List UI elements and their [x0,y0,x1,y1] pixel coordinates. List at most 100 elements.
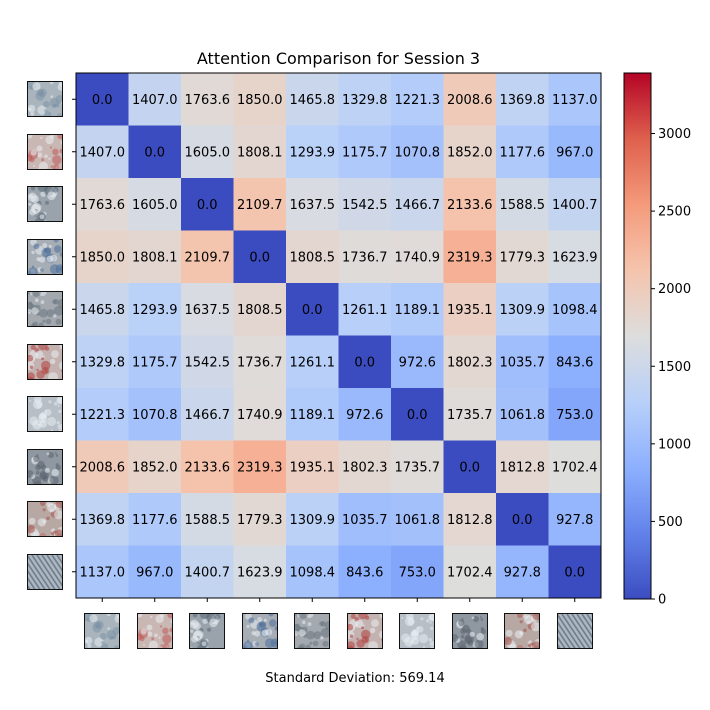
heatmap-cell [233,125,287,179]
heatmap-cell [443,545,497,599]
heatmap-cell [181,545,234,599]
heatmap-cell [548,545,602,599]
heatmap-cell [286,73,339,126]
heatmap-cell [338,388,392,441]
cell-value-label: 972.6 [346,408,383,423]
cell-value-label: 0.0 [407,408,428,423]
cell-value-label: 1637.5 [185,303,231,318]
cell-value-label: 1850.0 [237,93,283,108]
heatmap-cell [391,125,444,179]
colorbar-tick-label: 0 [658,593,666,608]
heatmap-cell [181,335,234,389]
cell-value-label: 1802.3 [447,355,493,370]
x-dark-gray-texture-thumbnail [451,613,488,649]
heatmap-cell [128,178,182,231]
heatmap-cell [286,230,339,284]
cell-value-label: 1098.4 [552,303,598,318]
heatmap-cell [443,283,497,336]
cell-value-label: 1763.6 [80,198,126,213]
heatmap-cell [443,230,497,284]
cell-value-label: 1177.6 [132,513,178,528]
cell-value-label: 2109.7 [185,250,231,265]
heatmap-cell [391,440,444,494]
cell-value-label: 1369.8 [80,513,126,528]
x-red-brown-texture-thumbnail [504,613,541,649]
cell-value-label: 0.0 [512,513,533,528]
heatmap-cell [233,388,287,441]
cell-value-label: 2133.6 [185,460,231,475]
heatmap-cell [286,283,339,336]
heatmap-cell [496,493,549,546]
heatmap-cell [443,178,497,231]
cell-value-label: 1935.1 [447,303,493,318]
heatmap-cell [338,230,392,284]
heatmap-cell [286,388,339,441]
x-gray-dark-texture-thumbnail [189,613,226,649]
heatmap-cell [181,73,234,126]
cell-value-label: 1407.0 [80,145,126,160]
heatmap-cell [233,230,287,284]
heatmap-cell [233,440,287,494]
cell-value-label: 1588.5 [185,513,231,528]
x-pink-red-texture-thumbnail [136,613,173,649]
cell-value-label: 1852.0 [132,460,178,475]
cell-value-label: 1061.8 [395,513,441,528]
cell-value-label: 1605.0 [185,145,231,160]
cell-value-label: 1261.1 [290,355,336,370]
cell-value-label: 1309.9 [500,303,546,318]
heatmap-cell [443,493,497,546]
cell-value-label: 1137.0 [80,565,126,580]
cell-value-label: 1466.7 [185,408,231,423]
y-red-brown-texture-thumbnail [27,501,63,538]
y-gray-blue-dots-thumbnail [27,238,63,275]
cell-value-label: 0.0 [144,145,165,160]
heatmap-cell [233,335,287,389]
heatmap-cell [496,73,549,126]
heatmap-cell [548,335,602,389]
cell-value-label: 1465.8 [290,93,336,108]
heatmap-cell [128,335,182,389]
heatmap-cell [233,283,287,336]
cell-value-label: 1808.1 [132,250,178,265]
heatmap-cell [496,230,549,284]
colorbar-tick-label: 1500 [658,360,691,375]
colorbar-tick-label: 500 [658,515,683,530]
heatmap-cell [76,125,129,179]
cell-value-label: 1177.6 [500,145,546,160]
cell-value-label: 1542.5 [342,198,388,213]
heatmap-cell [181,283,234,336]
heatmap-cell [76,335,129,389]
cell-value-label: 1850.0 [80,250,126,265]
cell-value-label: 2319.3 [447,250,493,265]
cell-value-label: 1465.8 [80,303,126,318]
x-red-gray-texture-thumbnail [346,613,383,649]
heatmap-cell [496,125,549,179]
cell-value-label: 1736.7 [342,250,388,265]
cell-value-label: 1061.8 [500,408,546,423]
cell-value-label: 1175.7 [132,355,178,370]
cell-value-label: 1702.4 [552,460,598,475]
cell-value-label: 1935.1 [290,460,336,475]
heatmap-cell [338,125,392,179]
heatmap-cell [76,283,129,336]
heatmap-cell [128,388,182,441]
heatmap-cell [496,388,549,441]
heatmap-cell [128,230,182,284]
heatmap-cell [286,493,339,546]
heatmap-cell [76,493,129,546]
heatmap-cell [496,545,549,599]
heatmap-cell [338,283,392,336]
heatmap-cell [181,178,234,231]
heatmap-cell [76,388,129,441]
heatmap-cell [181,388,234,441]
cell-value-label: 1098.4 [290,565,336,580]
heatmap-cell [233,545,287,599]
cell-value-label: 1852.0 [447,145,493,160]
y-dark-gray-texture-thumbnail [27,448,63,485]
heatmap-cell [181,230,234,284]
colorbar-tick-label: 1000 [658,437,691,452]
heatmap-cell [233,178,287,231]
cell-value-label: 1623.9 [552,250,598,265]
cell-value-label: 2133.6 [447,198,493,213]
